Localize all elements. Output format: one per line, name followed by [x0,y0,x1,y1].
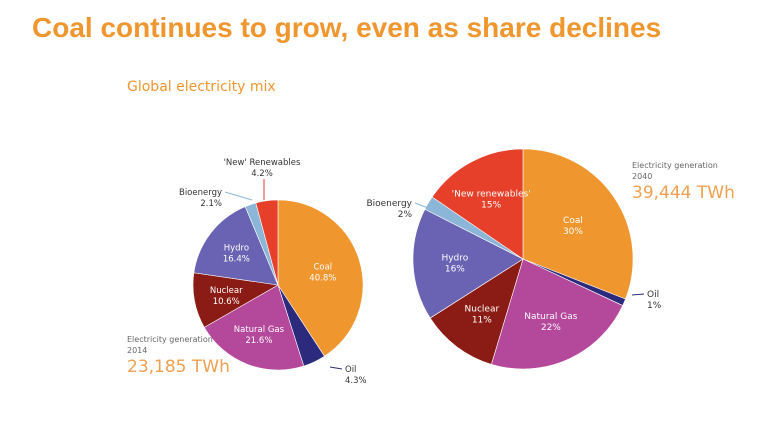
slide-title: Coal continues to grow, even as share de… [32,12,662,43]
caption-2014: Electricity generation [127,335,213,344]
pie-slice-new-renewables-2040 [431,148,524,260]
slice-label: Oil [647,290,659,300]
pie-slice-new-renewables-2014 [255,199,279,286]
pie-slice-nuclear-2040 [429,258,524,365]
leader-line [224,191,253,201]
slice-value: 16% [445,264,465,274]
slice-label: Oil [345,365,356,375]
slice-value: 2% [398,210,413,220]
slice-value: 16.4% [223,255,250,265]
slice-value: 10.6% [213,297,240,307]
slice-label: Bioenergy [366,199,412,209]
leader-line [329,366,343,370]
slice-label: Natural Gas [524,312,578,322]
slice-value: 1% [647,301,662,311]
slice-label: Coal [313,263,332,273]
slice-value: 40.8% [309,274,336,284]
total-2014: Electricity generation 2014 23,185 TWh [127,334,230,378]
year-2014: 2014 [127,346,148,355]
pie-slice-hydro-2040 [412,208,524,319]
pie-slice-coal-2040 [522,148,634,300]
slice-label: Hydro [441,253,468,263]
leader-line [631,293,645,296]
slice-value: 15% [481,201,501,211]
slice-label: 'New' Renewables [224,158,301,168]
caption-2040: Electricity generation [632,161,718,170]
leader-line [414,202,429,209]
slice-value: 4.3% [345,376,367,386]
chart-subtitle: Global electricity mix [127,79,276,95]
slice-value: 22% [541,323,561,333]
slice-label: 'New renewables' [452,190,531,200]
slice-value: 30% [563,227,583,237]
slice-label: Nuclear [465,304,500,314]
slice-value: 2.1% [200,199,222,209]
pie-slice-hydro-2014 [193,206,279,286]
slice-label: Bioenergy [179,188,222,198]
slice-label: Nuclear [210,286,243,296]
year-2040: 2040 [632,172,653,181]
total-2040: Electricity generation 2040 39,444 TWh [632,160,735,204]
slice-label: Hydro [224,244,249,254]
total-value-2040: 39,444 TWh [632,183,735,203]
slice-label: Coal [563,216,583,226]
slice-value: 4.2% [251,169,273,179]
pie-slice-natural-gas-2040 [491,258,624,370]
slice-value: 11% [472,315,492,325]
pie-slice-natural-gas-2014 [203,284,305,371]
total-value-2014: 23,185 TWh [127,357,230,377]
slice-value: 21.6% [245,336,272,346]
slice-label: Natural Gas [234,325,285,335]
